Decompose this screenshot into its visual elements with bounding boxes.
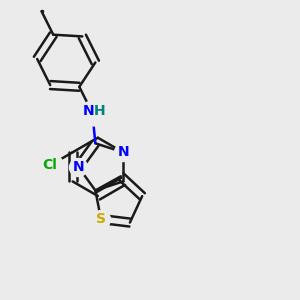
Text: N: N bbox=[117, 145, 129, 159]
Text: S: S bbox=[96, 212, 106, 226]
Text: Cl: Cl bbox=[43, 158, 57, 172]
Text: H: H bbox=[94, 104, 106, 118]
Text: N: N bbox=[72, 160, 84, 174]
Text: N: N bbox=[83, 104, 94, 118]
